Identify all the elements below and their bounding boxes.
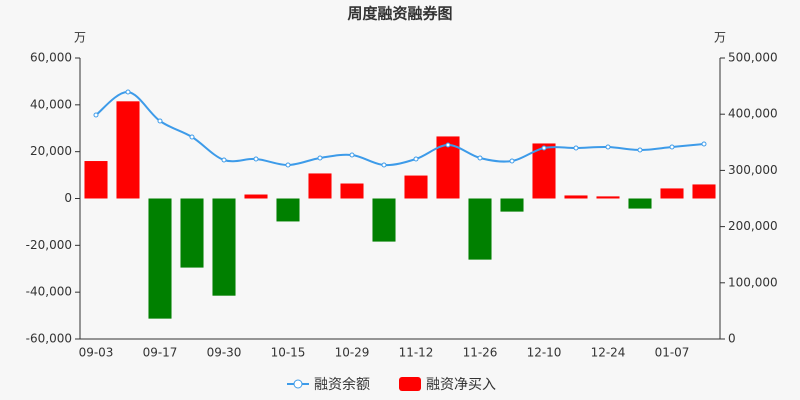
y-unit: 万	[74, 31, 86, 45]
line-point	[157, 118, 163, 124]
y2-tick-label: 100,000	[728, 275, 778, 289]
x-tick-label: 11-26	[463, 346, 498, 360]
line-point	[93, 112, 99, 118]
x-tick-label: 11-12	[399, 346, 434, 360]
y-tick-label: -60,000	[26, 332, 72, 346]
chart-title: 周度融资融券图	[347, 5, 452, 23]
y2-tick-label: 400,000	[728, 107, 778, 121]
bar	[180, 198, 204, 268]
line-point	[701, 141, 707, 147]
bar	[436, 136, 460, 199]
line-point	[189, 134, 195, 140]
line-point	[381, 162, 387, 168]
x-tick-label: 09-17	[143, 346, 178, 360]
line-point	[573, 145, 579, 151]
bar	[84, 161, 108, 199]
bar	[372, 198, 396, 242]
legend-label: 融资余额	[314, 376, 370, 393]
bar	[500, 198, 524, 212]
bar	[212, 198, 236, 296]
bar	[692, 184, 716, 199]
bar	[340, 183, 364, 199]
y-tick-label: -20,000	[26, 238, 72, 252]
bar	[660, 188, 684, 199]
bar	[148, 198, 172, 319]
y-tick-label: 40,000	[30, 97, 72, 111]
line-point	[445, 142, 451, 148]
x-tick-label: 12-24	[591, 346, 626, 360]
line-point	[125, 89, 131, 95]
bar	[532, 143, 556, 199]
x-tick-label: 09-30	[207, 346, 242, 360]
legend-swatch	[399, 377, 421, 391]
y2-tick-label: 500,000	[728, 51, 778, 65]
line-point	[509, 158, 515, 164]
line-point	[317, 155, 323, 161]
line-point	[221, 157, 227, 163]
line-point	[253, 156, 259, 162]
line-point	[413, 156, 419, 162]
line-point	[637, 147, 643, 153]
line-point	[669, 144, 675, 150]
bar	[116, 101, 140, 199]
y2-tick-label: 300,000	[728, 163, 778, 177]
bar	[468, 198, 492, 260]
line-point	[285, 162, 291, 168]
line-point	[349, 152, 355, 158]
bar	[628, 198, 652, 209]
legend-swatch	[293, 379, 303, 389]
bar	[276, 198, 300, 222]
y-tick-label: 0	[64, 191, 72, 205]
line-point	[541, 145, 547, 151]
legend-label: 融资净买入	[426, 377, 496, 393]
x-tick-label: 12-10	[527, 346, 562, 360]
y-tick-label: 60,000	[30, 51, 72, 65]
y-tick-label: -40,000	[26, 285, 72, 299]
bar	[596, 196, 620, 199]
bar	[564, 195, 588, 199]
bar	[244, 194, 268, 199]
x-tick-label: 10-29	[335, 346, 370, 360]
line	[95, 91, 705, 167]
y2-unit: 万	[714, 31, 726, 45]
line-point	[605, 144, 611, 150]
y-tick-label: 20,000	[30, 144, 72, 158]
x-tick-label: 01-07	[655, 346, 690, 360]
y2-tick-label: 200,000	[728, 219, 778, 233]
x-tick-label: 10-15	[271, 346, 306, 360]
x-tick-label: 09-03	[79, 346, 114, 360]
y2-tick-label: 0	[728, 332, 736, 346]
bar	[308, 173, 332, 199]
line-point	[477, 155, 483, 161]
bar	[404, 175, 428, 199]
